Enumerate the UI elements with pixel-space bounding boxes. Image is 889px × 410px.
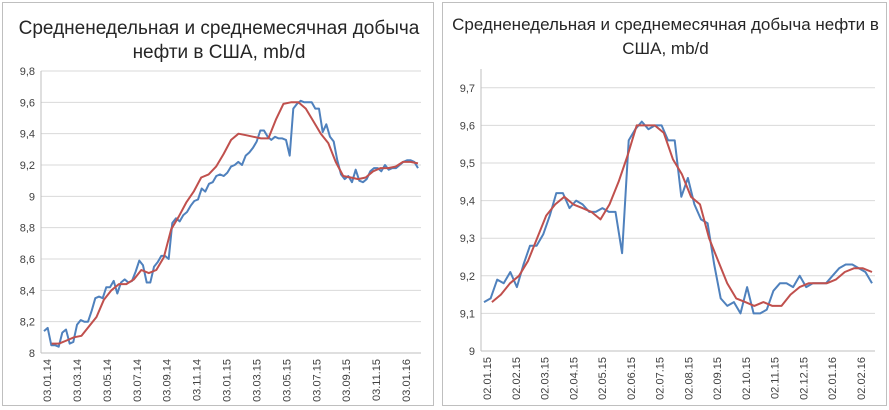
x-tick-label: 02.05.15: [597, 357, 609, 400]
y-tick-label: 8,2: [20, 317, 35, 329]
y-tick-label: 9,4: [20, 129, 35, 141]
x-tick-label: 02.01.16: [827, 357, 839, 400]
x-tick-label: 03.07.14: [132, 359, 144, 402]
y-tick-label: 8,4: [20, 285, 35, 297]
y-tick-label: 9,7: [460, 83, 475, 95]
y-tick-label: 8,6: [20, 254, 35, 266]
x-tick-label: 02.12.15: [798, 357, 810, 400]
y-tick-label: 9,5: [460, 158, 475, 170]
line-chart-left: 8 8,2 8,4 8,6 8,8 9 9,2 9,4 9,6 9,8 03.01.14 03.03.…: [20, 66, 421, 402]
x-tick-label: 02.08.15: [683, 357, 695, 400]
y-tick-label: 8,8: [20, 223, 35, 235]
x-tick-label: 03.01.16: [401, 359, 413, 402]
y-tick-label: 9,1: [460, 308, 475, 320]
x-tick-label: 03.03.14: [72, 359, 84, 402]
y-tick-label: 9,6: [20, 97, 35, 109]
x-tick-label: 03.05.15: [281, 359, 293, 402]
x-tick-label: 03.05.14: [102, 359, 114, 402]
y-tick-label: 9,3: [460, 233, 475, 245]
y-tick-label: 9,4: [460, 196, 475, 208]
x-tick-label: 03.07.15: [311, 359, 323, 402]
series-line-weekly: [483, 120, 873, 315]
series-line-weekly: [43, 99, 419, 348]
x-tick-label: 02.04.15: [568, 357, 580, 400]
chart-panel-right: Средненедельная и среднемесячная добыча …: [442, 2, 887, 406]
chart-title-right: Средненедельная и среднемесячная добыча …: [452, 15, 879, 58]
x-tick-label: 03.01.14: [42, 359, 54, 402]
x-tick-label: 02.07.15: [655, 357, 667, 400]
y-tick-label: 9,2: [460, 271, 475, 283]
y-tick-label: 8: [29, 348, 35, 360]
x-tick-label: 02.11.15: [770, 357, 782, 399]
x-tick-label: 03.03.15: [251, 359, 263, 402]
x-tick-label: 03.09.15: [341, 359, 353, 402]
x-tick-label: 03.09.14: [162, 359, 174, 402]
x-tick-label: 02.09.15: [712, 357, 724, 400]
x-tick-label: 02.02.15: [511, 357, 523, 400]
y-tick-label: 9,6: [460, 120, 475, 132]
x-tick-label: 02.03.15: [540, 357, 552, 400]
chart-title-line2: нефти в США, mb/d: [132, 42, 306, 63]
x-tick-label: 02.10.15: [741, 357, 753, 400]
chart-panel-left: Средненедельная и среднемесячная добыча …: [2, 2, 434, 406]
y-tick-label: 9: [469, 346, 475, 358]
y-tick-label: 9,2: [20, 160, 35, 172]
chart-title-left: Средненедельная и среднемесячная добыча …: [3, 17, 435, 65]
series-line-monthly: [51, 101, 419, 345]
y-tick-label: 9: [29, 191, 35, 203]
x-tick-label: 02.06.15: [626, 357, 638, 400]
x-tick-label: 03.01.15: [222, 359, 234, 402]
chart-title-line1: Средненедельная и среднемесячная добыча: [18, 18, 420, 39]
x-tick-label: 02.01.15: [482, 357, 494, 400]
series-line-monthly: [491, 124, 873, 307]
x-tick-label: 02.02.16: [856, 357, 868, 400]
y-tick-label: 9,8: [20, 66, 35, 78]
line-chart-right: 9 9,1 9,2 9,3 9,4 9,5 9,6 9,7 02.01.15 02.02.15 02…: [460, 69, 875, 400]
x-tick-label: 03.11.15: [371, 359, 383, 401]
x-tick-label: 03.11.14: [192, 359, 204, 401]
